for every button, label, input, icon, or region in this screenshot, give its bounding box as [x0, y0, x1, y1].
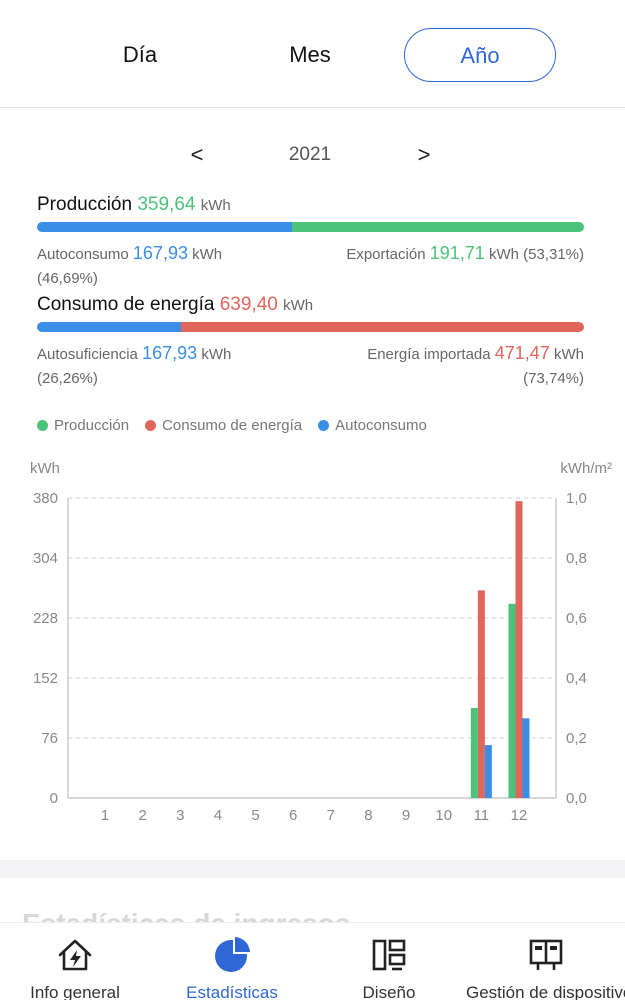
y-tick-label-left: 152 [33, 670, 58, 687]
x-tick-label: 6 [289, 807, 297, 824]
export-label: Exportación [346, 246, 426, 263]
x-tick-label: 3 [176, 807, 184, 824]
lightning-house-icon [58, 939, 92, 971]
self-consumption-percent: (46,69%) [37, 270, 98, 287]
consumption-unit: kWh [283, 297, 314, 314]
y-tick-label-right: 0,4 [566, 670, 587, 687]
legend-production-label: Producción [54, 416, 130, 434]
legend-consumption-label: Consumo de energía [162, 416, 303, 434]
nav-device-management-label: Gestión de dispositivos [466, 983, 625, 1000]
nav-design-label: Diseño [362, 983, 416, 1000]
bottom-navigation: Info general Estadísticas Diseño Gestión… [0, 922, 625, 1000]
y-tick-label-right: 1,0 [566, 490, 587, 507]
nav-statistics[interactable]: Estadísticas [157, 923, 307, 1000]
production-unit: kWh [200, 197, 231, 214]
self-sufficiency-value: 167,93 [142, 343, 198, 363]
export-segment [292, 222, 584, 232]
y-tick-label-left: 304 [33, 550, 58, 567]
production-dot-icon [37, 419, 48, 431]
imported-value: 471,47 [494, 343, 550, 363]
self-sufficiency-segment [37, 322, 181, 332]
x-tick-label: 12 [511, 807, 528, 824]
imported-label: Energía importada [367, 346, 491, 363]
imported-percent: (73,74%) [523, 370, 584, 387]
bar-consumo-de-energ-a [515, 501, 523, 798]
self-sufficiency-stat: Autosuficiencia 167,93 kWh (26,26%) [37, 341, 231, 391]
tab-day[interactable]: Día [122, 42, 158, 67]
y-axis-right-unit: kWh/m² [560, 460, 612, 477]
device-management-icon [529, 939, 562, 970]
self-consumption-dot-icon [318, 419, 330, 431]
x-tick-label: 5 [251, 807, 259, 824]
export-percent: (53,31%) [523, 246, 584, 263]
self-sufficiency-label: Autosuficiencia [37, 346, 138, 363]
y-axis-left-unit: kWh [30, 460, 60, 477]
bar-autoconsumo [522, 718, 530, 798]
export-stat: Exportación 191,71 kWh (53,31%) [346, 241, 584, 267]
year-navigator: < 2021 > [0, 135, 625, 175]
section-divider [0, 860, 625, 878]
consumption-split-bar [37, 322, 584, 332]
tab-year[interactable]: Año [404, 28, 556, 82]
consumption-dot-icon [145, 419, 157, 431]
legend-production[interactable]: Producción [37, 417, 129, 434]
consumption-value: 639,40 [219, 294, 278, 315]
production-value: 359,64 [137, 194, 196, 215]
self-consumption-label: Autoconsumo [37, 246, 129, 263]
production-summary-title: Producción 359,64 kWh [37, 194, 231, 216]
self-consumption-segment [37, 222, 293, 232]
y-tick-label-right: 0,6 [566, 610, 587, 627]
x-tick-label: 9 [402, 807, 410, 824]
consumption-summary-title: Consumo de energía 639,40 kWh [37, 294, 313, 316]
imported-unit: kWh [554, 346, 584, 363]
bar-producci-n [508, 603, 516, 798]
x-tick-label: 7 [327, 807, 335, 824]
export-value: 191,71 [429, 243, 485, 263]
tab-month[interactable]: Mes [289, 42, 331, 67]
x-tick-label: 11 [474, 807, 490, 824]
bar-consumo-de-energ-a [477, 590, 485, 798]
production-split-bar [37, 222, 584, 232]
x-tick-label: 10 [435, 807, 452, 824]
nav-info-general[interactable]: Info general [0, 923, 150, 1000]
pie-chart-icon [215, 937, 250, 972]
x-tick-label: 8 [364, 807, 372, 824]
legend-consumption[interactable]: Consumo de energía [145, 417, 302, 434]
x-tick-label: 1 [101, 807, 109, 824]
self-consumption-unit: kWh [192, 246, 223, 263]
nav-design[interactable]: Diseño [314, 923, 464, 1000]
self-sufficiency-unit: kWh [201, 346, 232, 363]
self-consumption-value: 167,93 [132, 243, 188, 263]
consumption-label: Consumo de energía [37, 294, 215, 315]
y-tick-label-left: 76 [41, 730, 58, 747]
imported-segment [180, 322, 584, 332]
imported-stat: Energía importada 471,47 kWh (73,74%) [367, 341, 584, 391]
legend-self-consumption[interactable]: Autoconsumo [318, 417, 427, 434]
x-tick-label: 4 [214, 807, 222, 824]
self-consumption-stat: Autoconsumo 167,93 kWh (46,69%) [37, 241, 222, 291]
x-tick-label: 2 [138, 807, 146, 824]
nav-info-general-label: Info general [30, 983, 120, 1000]
y-tick-label-left: 228 [33, 610, 58, 627]
y-tick-label-left: 0 [50, 790, 58, 807]
previous-year-button[interactable]: < [190, 142, 204, 167]
nav-statistics-label: Estadísticas [186, 983, 278, 1000]
chart-legend: Producción Consumo de energía Autoconsum… [37, 413, 443, 437]
y-tick-label-left: 380 [33, 490, 58, 507]
bar-autoconsumo [484, 745, 492, 798]
production-label: Producción [37, 194, 133, 215]
y-tick-label-right: 0,2 [566, 730, 587, 747]
export-unit: kWh [488, 246, 519, 263]
layout-icon [372, 939, 406, 971]
nav-device-management[interactable]: Gestión de dispositivos [466, 923, 625, 1000]
next-year-button[interactable]: > [417, 142, 431, 167]
legend-self-consumption-label: Autoconsumo [335, 416, 427, 434]
period-tabs: Día Mes Año [0, 0, 625, 108]
y-tick-label-right: 0,8 [566, 550, 587, 567]
bar-producci-n [470, 708, 478, 798]
selected-year: 2021 [288, 144, 332, 165]
y-tick-label-right: 0,0 [566, 790, 587, 807]
self-sufficiency-percent: (26,26%) [37, 370, 98, 387]
